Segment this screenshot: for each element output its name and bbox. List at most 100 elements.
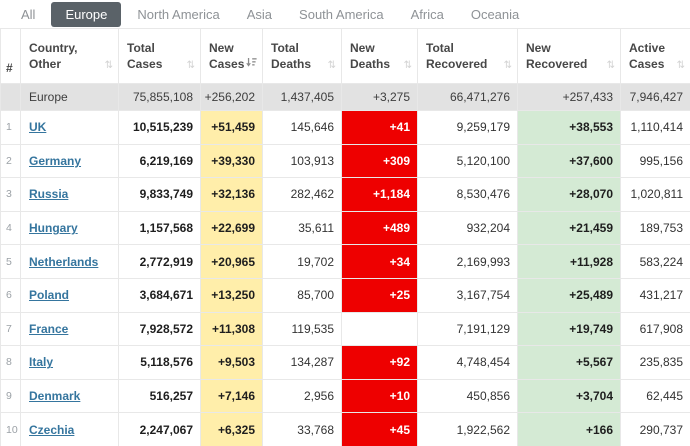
tab-asia[interactable]: Asia — [246, 6, 273, 22]
col-header-total-deaths[interactable]: Total Deaths ⇅ — [262, 28, 342, 84]
table-row: 5 Netherlands 2,772,919 +20,965 19,702 +34 2,1… — [0, 244, 690, 279]
active-cases-cell: 617,908 — [620, 311, 690, 347]
col-label: # — [6, 60, 13, 75]
new-cases-cell: +20,965 — [200, 244, 263, 279]
country-link[interactable]: France — [29, 321, 69, 336]
country-link[interactable]: Denmark — [29, 389, 81, 404]
total-cases-cell: 3,684,671 — [118, 277, 201, 313]
new-cases-cell: +7,146 — [200, 378, 263, 414]
sort-icon[interactable]: ⇅ — [186, 59, 195, 71]
active-cases-cell: 1,110,414 — [620, 110, 690, 145]
new-deaths-cell: +1,184 — [341, 177, 418, 212]
table-row: 7 France 7,928,572 +11,308 119,535 7,191,129 +… — [0, 311, 690, 347]
new-deaths-cell — [341, 311, 418, 347]
row-rank-cell: 10 — [0, 412, 21, 446]
new-recovered-cell: +38,553 — [517, 110, 621, 145]
country-cell: Germany — [20, 143, 119, 179]
summary-new-cases: +256,202 — [200, 83, 263, 111]
table-row: 4 Hungary 1,157,568 +22,699 35,611 +489 932,20… — [0, 210, 690, 246]
continent-tab-bar: All Europe North America Asia South Amer… — [0, 0, 690, 28]
new-cases-cell: +11,308 — [200, 311, 263, 347]
new-cases-cell: +32,136 — [200, 177, 263, 212]
total-cases-cell: 1,157,568 — [118, 210, 201, 246]
sort-icon[interactable]: ⇅ — [104, 59, 113, 71]
col-header-new-deaths[interactable]: New Deaths ⇅ — [341, 28, 418, 84]
col-label: Total — [426, 40, 454, 55]
active-cases-cell: 1,020,811 — [620, 177, 690, 212]
col-label: Recovered — [426, 57, 488, 71]
covid-statistics-table: # Country, Other ⇅ Total Cases ⇅ New Cas… — [0, 28, 690, 446]
summary-active-cases: 7,946,427 — [620, 83, 690, 111]
table-row: 10 Czechia 2,247,067 +6,325 33,768 +45 1,922,5… — [0, 412, 690, 446]
col-label: Total — [271, 40, 299, 55]
country-link[interactable]: UK — [29, 120, 47, 135]
col-header-total-recovered[interactable]: Total Recovered ⇅ — [417, 28, 518, 84]
country-link[interactable]: Poland — [29, 288, 70, 303]
new-deaths-cell: +45 — [341, 412, 418, 446]
new-deaths-cell: +489 — [341, 210, 418, 246]
total-deaths-cell: 134,287 — [262, 345, 342, 380]
new-recovered-cell: +11,928 — [517, 244, 621, 279]
active-cases-cell: 62,445 — [620, 378, 690, 414]
sort-descending-icon[interactable] — [246, 57, 257, 73]
summary-region-label: Europe — [20, 83, 119, 111]
new-deaths-cell: +34 — [341, 244, 418, 279]
summary-total-recovered: 66,471,276 — [417, 83, 518, 111]
country-cell: Italy — [20, 345, 119, 380]
tab-north-america[interactable]: North America — [137, 6, 220, 22]
tab-africa[interactable]: Africa — [410, 6, 444, 22]
country-link[interactable]: Netherlands — [29, 254, 99, 269]
total-deaths-cell: 103,913 — [262, 143, 342, 179]
row-rank-cell: 1 — [0, 110, 21, 145]
sort-icon[interactable]: ⇅ — [606, 59, 615, 71]
total-recovered-cell: 9,259,179 — [417, 110, 518, 145]
col-header-total-cases[interactable]: Total Cases ⇅ — [118, 28, 201, 84]
country-link[interactable]: Czechia — [29, 422, 75, 437]
new-recovered-cell: +3,704 — [517, 378, 621, 414]
total-recovered-cell: 3,167,754 — [417, 277, 518, 313]
row-rank-cell: 7 — [0, 311, 21, 347]
new-cases-cell: +13,250 — [200, 277, 263, 313]
country-link[interactable]: Italy — [29, 355, 54, 370]
col-header-new-recovered[interactable]: New Recovered ⇅ — [517, 28, 621, 84]
total-recovered-cell: 2,169,993 — [417, 244, 518, 279]
active-cases-cell: 290,737 — [620, 412, 690, 446]
sort-icon[interactable]: ⇅ — [503, 59, 512, 71]
tab-all[interactable]: All — [21, 6, 36, 22]
col-header-rank: # — [0, 28, 21, 84]
col-header-active-cases[interactable]: Active Cases ⇅ — [620, 28, 690, 84]
new-recovered-cell: +5,567 — [517, 345, 621, 380]
total-cases-cell: 7,928,572 — [118, 311, 201, 347]
table-row: 2 Germany 6,219,169 +39,330 103,913 +309 5,120… — [0, 143, 690, 179]
country-cell: UK — [20, 110, 119, 145]
new-cases-cell: +39,330 — [200, 143, 263, 179]
col-header-country[interactable]: Country, Other ⇅ — [20, 28, 119, 84]
total-recovered-cell: 8,530,476 — [417, 177, 518, 212]
new-recovered-cell: +21,459 — [517, 210, 621, 246]
col-header-new-cases[interactable]: New Cases — [200, 28, 263, 84]
tab-oceania[interactable]: Oceania — [470, 6, 520, 22]
new-deaths-cell: +41 — [341, 110, 418, 145]
table-row: 8 Italy 5,118,576 +9,503 134,287 +92 4,748,454… — [0, 345, 690, 380]
sort-icon[interactable]: ⇅ — [403, 59, 412, 71]
country-cell: Netherlands — [20, 244, 119, 279]
total-cases-cell: 9,833,749 — [118, 177, 201, 212]
table-body: Europe 75,855,108 +256,202 1,437,405 +3,… — [0, 83, 690, 446]
sort-icon[interactable]: ⇅ — [327, 59, 336, 71]
table-row: 9 Denmark 516,257 +7,146 2,956 +10 450,856 +3,7… — [0, 378, 690, 414]
summary-rank-cell — [0, 83, 21, 111]
col-label: New — [350, 40, 375, 55]
summary-new-recovered: +257,433 — [517, 83, 621, 111]
country-link[interactable]: Germany — [29, 153, 82, 168]
total-deaths-cell: 119,535 — [262, 311, 342, 347]
col-label: Country, — [29, 40, 78, 55]
total-recovered-cell: 4,748,454 — [417, 345, 518, 380]
tab-europe[interactable]: Europe — [51, 1, 122, 27]
new-cases-cell: +22,699 — [200, 210, 263, 246]
sort-icon[interactable]: ⇅ — [676, 59, 685, 71]
total-recovered-cell: 932,204 — [417, 210, 518, 246]
tab-south-america[interactable]: South America — [299, 6, 384, 22]
country-link[interactable]: Hungary — [29, 221, 78, 236]
country-link[interactable]: Russia — [29, 187, 69, 202]
